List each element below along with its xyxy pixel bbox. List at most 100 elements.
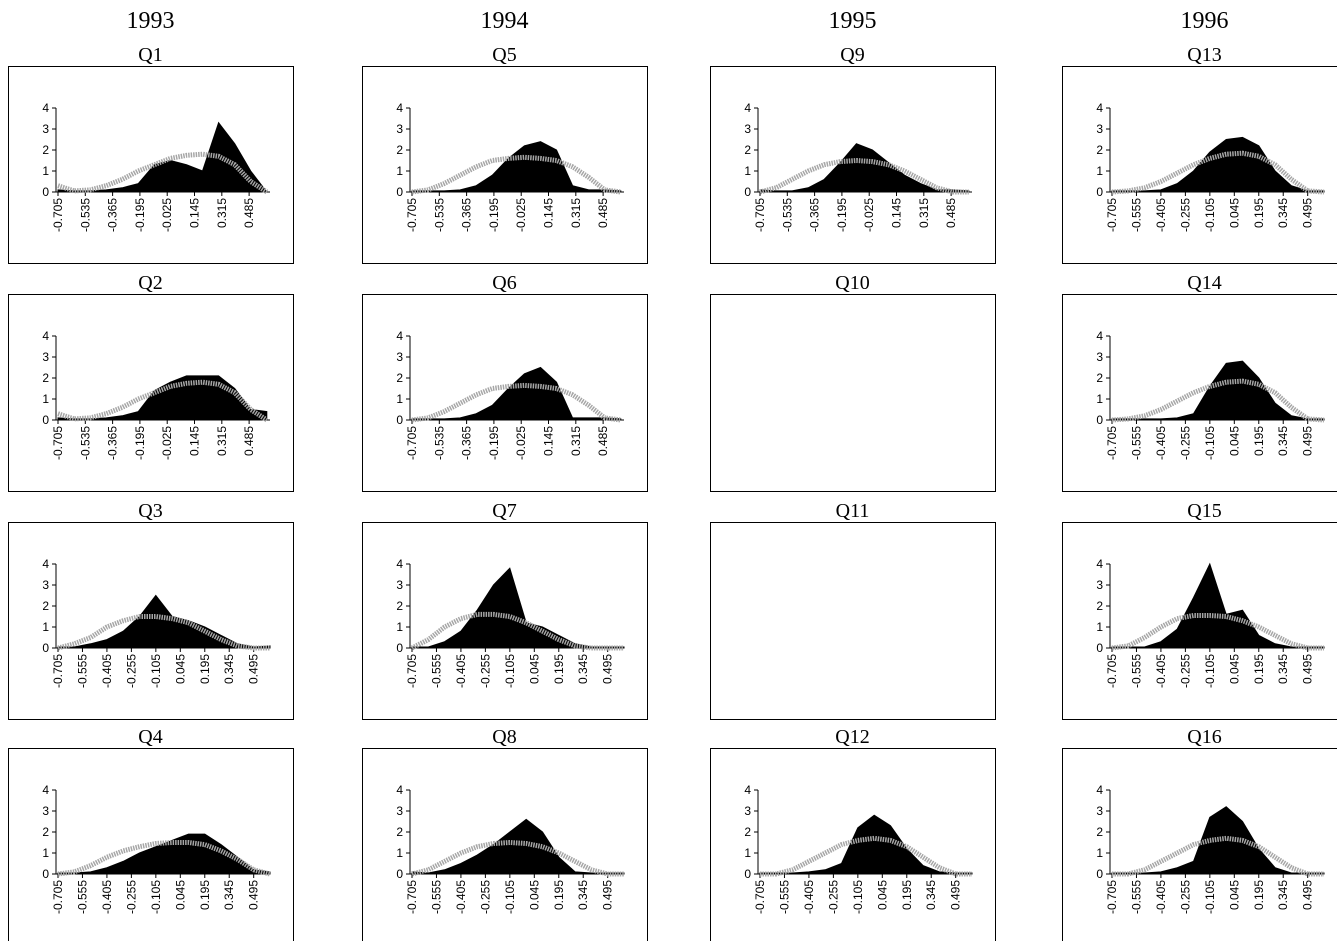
- x-tick-label: -0.405: [454, 654, 468, 688]
- panel-frame: [8, 66, 294, 264]
- y-tick-label: 2: [1096, 371, 1103, 385]
- panel-frame: [1062, 294, 1337, 492]
- panel-frame: [8, 748, 294, 941]
- y-tick-label: 2: [42, 825, 49, 839]
- y-tick-label: 4: [1096, 329, 1103, 343]
- y-tick-label: 4: [744, 783, 751, 797]
- x-tick-label: -0.365: [460, 198, 474, 232]
- y-tick-label: 0: [396, 413, 403, 427]
- y-tick-label: 3: [396, 350, 403, 364]
- x-tick-label: 0.495: [1301, 426, 1315, 456]
- x-tick-label: -0.025: [514, 426, 528, 460]
- y-tick-label: 3: [1096, 122, 1103, 136]
- x-tick-label: -0.405: [1154, 654, 1168, 688]
- x-tick-label: 0.485: [596, 426, 610, 456]
- chart-title: Q10: [835, 272, 869, 294]
- density-area: [57, 375, 268, 421]
- x-tick-label: 0.195: [900, 880, 914, 910]
- x-tick-label: -0.555: [1129, 198, 1143, 232]
- y-tick-label: 2: [1096, 143, 1103, 157]
- y-tick-label: 0: [42, 413, 49, 427]
- panel-frame: [1062, 748, 1337, 941]
- normal-curve: [1111, 378, 1325, 423]
- x-tick-label: -0.705: [51, 198, 65, 232]
- chart-panel: Q2 0 1 2 3 4 -0.705 -0.535 -0.365 -0.195 -0.025 0.1…: [8, 272, 294, 492]
- x-tick-label: -0.025: [160, 426, 174, 460]
- y-tick-label: 0: [396, 185, 403, 199]
- x-tick-label: -0.105: [503, 880, 517, 914]
- x-tick-label: 0.145: [188, 198, 202, 228]
- chart-panel: Q11: [710, 500, 996, 720]
- panel-frame: [362, 66, 648, 264]
- x-tick-label: 0.495: [949, 880, 963, 910]
- y-tick-label: 4: [42, 101, 49, 115]
- x-tick-label: 0.345: [1276, 426, 1290, 456]
- y-tick-label: 1: [396, 620, 403, 634]
- x-tick-label: -0.405: [1154, 880, 1168, 914]
- chart-panel: Q16 0 1 2 3 4 -0.705 -0.555 -0.405 -0.255 -0.105 0.…: [1062, 726, 1337, 941]
- x-tick-label: -0.255: [826, 880, 840, 914]
- x-tick-label: -0.705: [405, 426, 419, 460]
- y-tick-label: 0: [42, 185, 49, 199]
- chart-panel: Q12 0 1 2 3 4 -0.705 -0.555 -0.405 -0.255 -0.105 0.…: [710, 726, 996, 941]
- panel-frame: [1062, 522, 1337, 720]
- normal-curve: [411, 382, 622, 423]
- x-tick-label: -0.195: [487, 426, 501, 460]
- panel-frame: [710, 66, 996, 264]
- y-tick-label: 1: [396, 392, 403, 406]
- y-tick-label: 3: [1096, 804, 1103, 818]
- x-tick-label: -0.365: [106, 198, 120, 232]
- x-tick-label: 0.045: [173, 654, 187, 684]
- normal-curve: [760, 835, 972, 877]
- y-tick-label: 1: [1096, 164, 1103, 178]
- panel-frame: [8, 294, 294, 492]
- normal-curve: [57, 379, 269, 423]
- x-tick-label: 0.345: [222, 880, 236, 910]
- column-header: 1994: [481, 8, 529, 34]
- x-tick-label: -0.705: [51, 654, 65, 688]
- x-tick-label: -0.555: [429, 654, 443, 688]
- x-tick-label: 0.495: [1301, 880, 1315, 910]
- density-area: [1111, 360, 1325, 421]
- x-tick-label: -0.405: [100, 654, 114, 688]
- y-tick-label: 3: [396, 578, 403, 592]
- x-tick-label: -0.705: [1105, 654, 1119, 688]
- x-tick-label: 0.195: [198, 654, 212, 684]
- density-area: [759, 814, 973, 875]
- x-tick-label: -0.535: [78, 198, 92, 232]
- x-tick-label: -0.555: [75, 880, 89, 914]
- y-tick-label: 0: [1096, 413, 1103, 427]
- y-tick-label: 2: [396, 599, 403, 613]
- y-tick-label: 3: [42, 804, 49, 818]
- y-tick-label: 4: [396, 101, 403, 115]
- x-tick-label: -0.555: [777, 880, 791, 914]
- x-tick-label: -0.255: [478, 880, 492, 914]
- x-tick-label: -0.555: [1129, 426, 1143, 460]
- y-tick-label: 2: [42, 371, 49, 385]
- chart-title: Q14: [1187, 272, 1221, 294]
- y-tick-label: 1: [42, 620, 49, 634]
- y-tick-label: 2: [42, 599, 49, 613]
- x-tick-label: 0.485: [944, 198, 958, 228]
- density-area: [759, 143, 970, 193]
- y-tick-label: 3: [42, 578, 49, 592]
- y-tick-label: 2: [1096, 825, 1103, 839]
- y-tick-label: 2: [1096, 599, 1103, 613]
- x-tick-label: -0.555: [75, 654, 89, 688]
- x-tick-label: -0.255: [1178, 198, 1192, 232]
- y-tick-label: 0: [1096, 641, 1103, 655]
- normal-curve: [57, 840, 271, 877]
- x-tick-label: -0.255: [124, 654, 138, 688]
- y-tick-label: 4: [396, 783, 403, 797]
- x-tick-label: 0.315: [215, 426, 229, 456]
- x-tick-label: -0.535: [78, 426, 92, 460]
- y-tick-label: 2: [744, 143, 751, 157]
- x-tick-label: 0.345: [1276, 654, 1290, 684]
- x-tick-label: -0.025: [160, 198, 174, 232]
- column-header: 1995: [829, 8, 877, 34]
- x-tick-label: -0.255: [1178, 654, 1192, 688]
- x-tick-label: 0.485: [242, 198, 256, 228]
- normal-curve: [759, 157, 969, 195]
- y-tick-label: 4: [42, 557, 49, 571]
